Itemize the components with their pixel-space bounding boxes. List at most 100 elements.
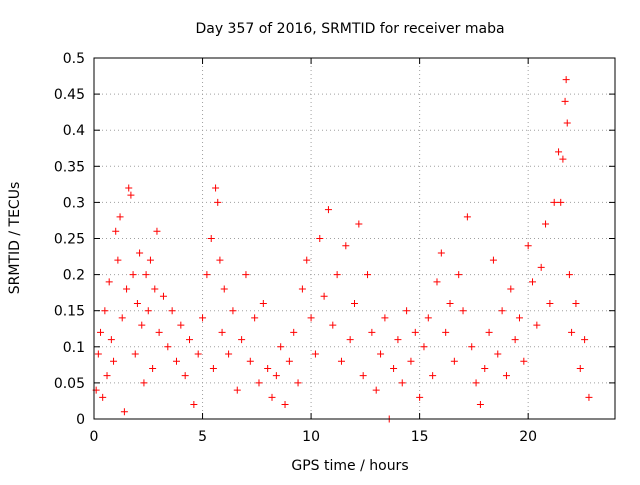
grid-layer bbox=[94, 58, 615, 419]
x-tick-label: 20 bbox=[519, 429, 537, 445]
data-point bbox=[97, 328, 105, 336]
data-point bbox=[116, 213, 124, 221]
data-point bbox=[372, 386, 380, 394]
data-point bbox=[259, 299, 267, 307]
data-point bbox=[437, 249, 445, 257]
data-point bbox=[190, 401, 198, 409]
data-point bbox=[142, 271, 150, 279]
data-point bbox=[114, 256, 122, 264]
data-point bbox=[333, 271, 341, 279]
data-point bbox=[537, 263, 545, 271]
data-point bbox=[120, 408, 128, 416]
data-point bbox=[105, 278, 113, 286]
data-point bbox=[168, 307, 176, 315]
data-point bbox=[489, 256, 497, 264]
data-point bbox=[268, 393, 276, 401]
data-point bbox=[463, 213, 471, 221]
data-point bbox=[494, 350, 502, 358]
data-point bbox=[557, 198, 565, 206]
data-point bbox=[136, 249, 144, 257]
y-tick-label: 0.25 bbox=[54, 232, 85, 248]
y-tick-label: 0.3 bbox=[63, 195, 85, 211]
data-point bbox=[416, 393, 424, 401]
data-point bbox=[177, 321, 185, 329]
data-point bbox=[99, 393, 107, 401]
data-point bbox=[264, 364, 272, 372]
data-point bbox=[563, 119, 571, 127]
data-point bbox=[529, 278, 537, 286]
data-point bbox=[290, 328, 298, 336]
data-point bbox=[144, 307, 152, 315]
data-point bbox=[307, 314, 315, 322]
data-point bbox=[140, 379, 148, 387]
data-point bbox=[351, 299, 358, 307]
data-point bbox=[233, 386, 241, 394]
data-point bbox=[546, 299, 554, 307]
data-point bbox=[181, 372, 189, 380]
data-point bbox=[424, 314, 432, 322]
data-point bbox=[320, 292, 328, 300]
data-point bbox=[507, 285, 515, 293]
data-point bbox=[329, 321, 337, 329]
data-point bbox=[110, 357, 118, 365]
data-point bbox=[138, 321, 146, 329]
data-point bbox=[450, 357, 458, 365]
data-point bbox=[129, 271, 137, 279]
data-point bbox=[146, 256, 154, 264]
data-point bbox=[342, 242, 350, 250]
data-point bbox=[103, 372, 111, 380]
x-tick-label: 10 bbox=[302, 429, 320, 445]
data-point bbox=[298, 285, 306, 293]
data-point bbox=[498, 307, 506, 315]
data-point bbox=[403, 307, 411, 315]
x-axis-label: GPS time / hours bbox=[291, 458, 408, 474]
data-point bbox=[194, 350, 202, 358]
y-tick-label: 0.2 bbox=[63, 268, 85, 284]
data-point bbox=[407, 357, 415, 365]
data-point bbox=[472, 379, 480, 387]
data-point bbox=[481, 364, 489, 372]
data-point bbox=[225, 350, 233, 358]
data-point bbox=[390, 364, 398, 372]
data-point bbox=[153, 227, 161, 235]
data-point bbox=[186, 336, 194, 344]
data-point bbox=[212, 184, 220, 192]
data-point bbox=[446, 299, 454, 307]
data-point bbox=[572, 299, 580, 307]
data-point bbox=[515, 314, 523, 322]
data-point bbox=[398, 379, 406, 387]
data-point bbox=[316, 235, 324, 242]
data-point bbox=[94, 350, 102, 358]
y-tick-label: 0.4 bbox=[63, 123, 85, 139]
data-point bbox=[459, 307, 467, 315]
data-point bbox=[433, 278, 441, 286]
data-point bbox=[394, 336, 402, 344]
data-point bbox=[127, 191, 135, 199]
data-point bbox=[203, 271, 211, 279]
data-point bbox=[420, 343, 428, 351]
data-point bbox=[112, 227, 120, 235]
data-point bbox=[377, 350, 385, 358]
data-point bbox=[346, 336, 354, 344]
labels-layer: 0 0.05 0.1 0.15 0.2 0.25 0.3 0.35 0.4 0.45 0.5 0 5 10… bbox=[54, 51, 537, 445]
x-tick-label: 15 bbox=[411, 429, 429, 445]
data-point bbox=[581, 336, 589, 344]
data-point bbox=[214, 198, 222, 206]
ticks-layer bbox=[93, 57, 615, 420]
y-tick-label: 0.1 bbox=[63, 340, 85, 356]
data-point bbox=[355, 220, 363, 228]
points-layer bbox=[92, 76, 593, 423]
data-point bbox=[277, 343, 285, 351]
data-point bbox=[159, 292, 167, 300]
data-point bbox=[242, 271, 250, 279]
data-point bbox=[303, 256, 311, 264]
data-point bbox=[337, 357, 345, 365]
y-tick-label: 0 bbox=[76, 412, 85, 428]
data-point bbox=[218, 328, 226, 336]
data-point bbox=[359, 372, 367, 380]
data-point bbox=[576, 364, 584, 372]
data-point bbox=[364, 271, 372, 279]
data-point bbox=[155, 328, 163, 336]
